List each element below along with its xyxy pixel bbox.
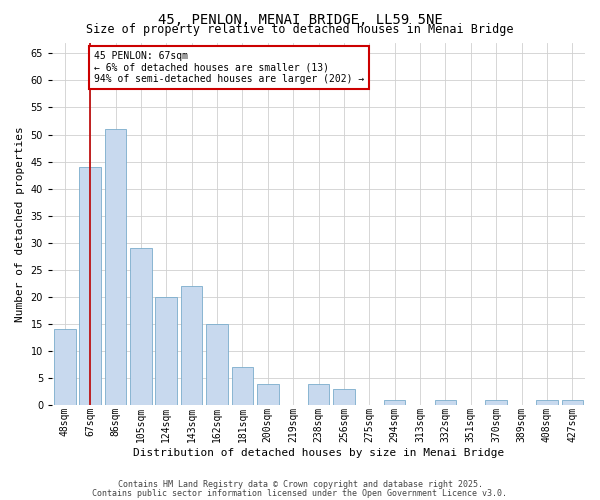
Bar	[130, 248, 152, 406]
Bar	[485, 400, 507, 406]
Text: Contains HM Land Registry data © Crown copyright and database right 2025.: Contains HM Land Registry data © Crown c…	[118, 480, 482, 489]
Bar	[206, 324, 228, 406]
Text: Size of property relative to detached houses in Menai Bridge: Size of property relative to detached ho…	[86, 22, 514, 36]
Bar	[54, 330, 76, 406]
Bar	[105, 129, 127, 406]
Bar	[384, 400, 406, 406]
Bar	[536, 400, 558, 406]
Bar	[308, 384, 329, 406]
Text: Contains public sector information licensed under the Open Government Licence v3: Contains public sector information licen…	[92, 488, 508, 498]
Bar	[155, 297, 177, 406]
Text: 45, PENLON, MENAI BRIDGE, LL59 5NE: 45, PENLON, MENAI BRIDGE, LL59 5NE	[158, 12, 442, 26]
Bar	[333, 389, 355, 406]
Bar	[434, 400, 456, 406]
Bar	[257, 384, 278, 406]
Bar	[79, 167, 101, 406]
Bar	[181, 286, 202, 406]
Y-axis label: Number of detached properties: Number of detached properties	[15, 126, 25, 322]
Bar	[562, 400, 583, 406]
X-axis label: Distribution of detached houses by size in Menai Bridge: Distribution of detached houses by size …	[133, 448, 504, 458]
Text: 45 PENLON: 67sqm
← 6% of detached houses are smaller (13)
94% of semi-detached h: 45 PENLON: 67sqm ← 6% of detached houses…	[94, 50, 364, 84]
Bar	[232, 368, 253, 406]
